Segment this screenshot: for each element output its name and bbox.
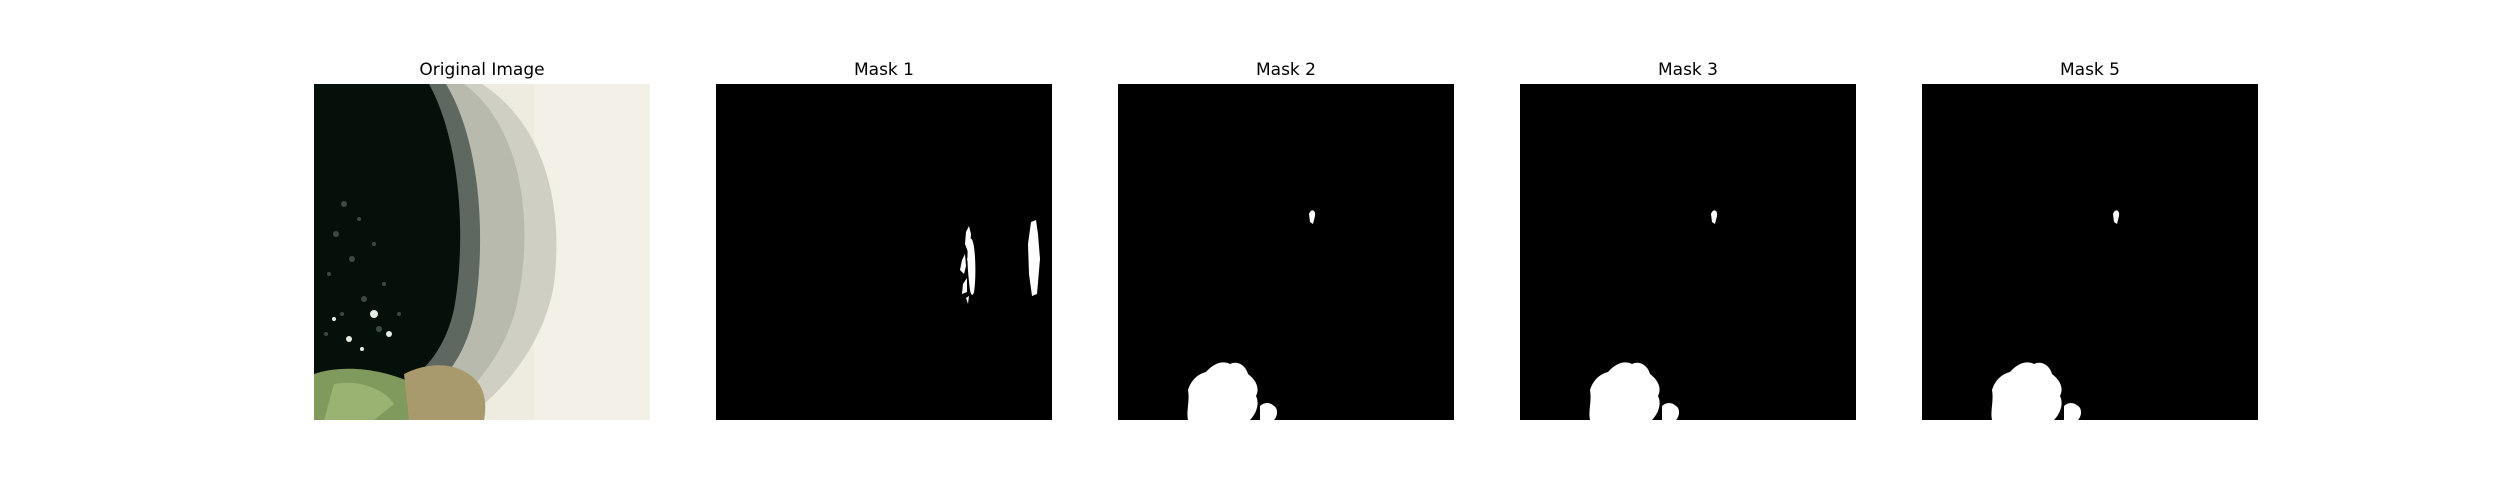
mask-1-title: Mask 1: [853, 60, 914, 80]
mask-3-image: [1520, 84, 1856, 420]
original-image: [314, 84, 650, 420]
mask-5-image: [1922, 84, 2258, 420]
mask-5-title: Mask 5: [2059, 60, 2120, 80]
mask-1-image: [716, 84, 1052, 420]
mask-2-title: Mask 2: [1255, 60, 1316, 80]
mask-2-image: [1118, 84, 1454, 420]
original-image-title: Original Image: [419, 60, 545, 80]
mask-3-title: Mask 3: [1657, 60, 1718, 80]
